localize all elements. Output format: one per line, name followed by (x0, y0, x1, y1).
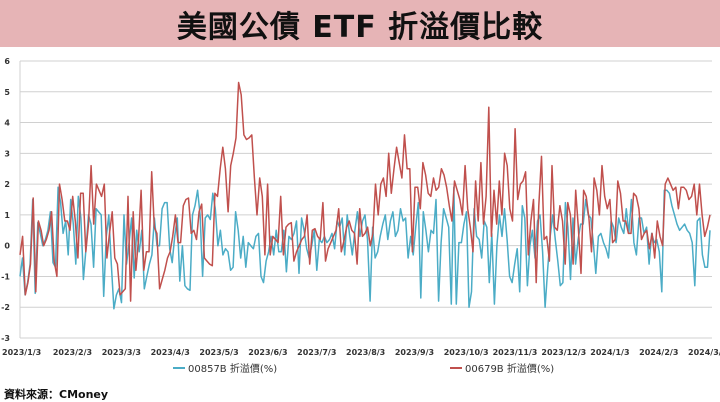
source-note: 資料來源：CMoney (4, 388, 109, 401)
x-tick-label: 2023/9/3 (395, 348, 434, 357)
legend-item-00857b: 00857B 折溢價(%) (173, 360, 277, 375)
legend-swatch-blue (173, 366, 185, 369)
legend-item-00679b: 00679B 折溢價(%) (450, 360, 554, 375)
y-tick-label: 1 (4, 211, 10, 220)
x-tick-label: 2023/5/3 (199, 348, 238, 357)
series-line-00679b (19, 81, 711, 302)
x-tick-label: 2023/2/3 (53, 348, 92, 357)
x-tick-label: 2024/2/3 (639, 348, 678, 357)
y-tick-label: -1 (1, 272, 10, 281)
y-tick-label: 0 (4, 242, 10, 251)
y-tick-label: -3 (1, 334, 10, 343)
y-tick-label: 4 (4, 119, 10, 128)
x-tick-label: 2023/4/3 (151, 348, 190, 357)
legend-swatch-red (450, 366, 462, 369)
x-tick-label: 2023/8/3 (346, 348, 385, 357)
x-tick-label: 2024/1/3 (590, 348, 629, 357)
y-tick-label: 3 (4, 149, 10, 158)
y-tick-label: 6 (4, 57, 10, 66)
x-tick-label: 2024/3/3 (688, 348, 720, 357)
chart-title: 美國公債 ETF 折溢價比較 (176, 9, 544, 45)
title-banner: 美國公債 ETF 折溢價比較 (0, 0, 720, 47)
x-tick-label: 2023/3/3 (102, 348, 141, 357)
legend-label: 00857B 折溢價(%) (188, 364, 278, 375)
x-tick-label: 2023/1/3 (2, 348, 41, 357)
y-tick-label: 5 (4, 88, 10, 97)
x-tick-label: 2023/12/3 (541, 348, 586, 357)
x-tick-label: 2023/10/3 (444, 348, 489, 357)
legend-label: 00679B 折溢價(%) (465, 364, 555, 375)
y-tick-label: -2 (1, 303, 10, 312)
y-tick-label: 2 (4, 180, 10, 189)
x-tick-label: 2023/6/3 (248, 348, 287, 357)
x-tick-label: 2023/11/3 (493, 348, 538, 357)
x-tick-label: 2023/7/3 (297, 348, 336, 357)
